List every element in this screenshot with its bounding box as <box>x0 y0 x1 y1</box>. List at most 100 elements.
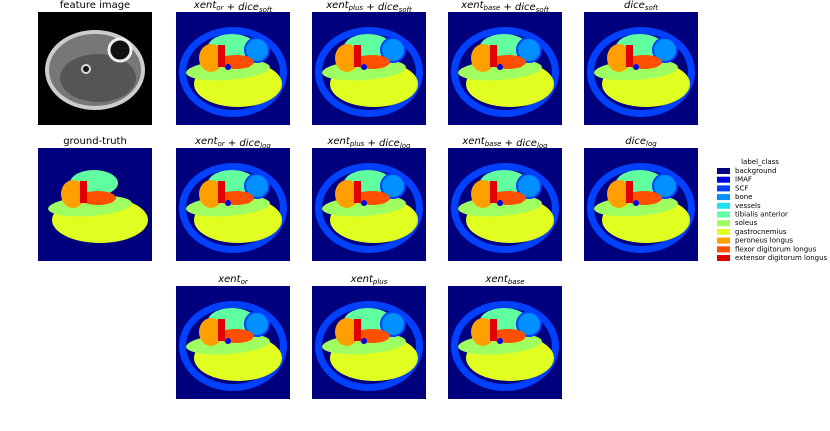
legend-label: bone <box>735 193 752 201</box>
title-text: xent <box>194 136 218 147</box>
segmentation-image <box>38 148 152 261</box>
legend-label: background <box>735 167 776 175</box>
segmentation-image <box>448 286 562 399</box>
title-subscript: or <box>241 278 249 286</box>
bone <box>652 173 678 199</box>
extensor <box>490 181 497 203</box>
title-text: + dice <box>364 138 400 149</box>
peroneus <box>471 180 495 208</box>
panel-title: xentor <box>217 274 249 286</box>
peroneus <box>471 318 495 346</box>
extensor <box>218 319 225 341</box>
extensor <box>218 181 225 203</box>
segmentation-image <box>448 148 562 261</box>
legend-label: extensor digitorum longus <box>735 254 828 262</box>
extensor <box>354 45 361 67</box>
title-text: xent <box>193 0 217 11</box>
panel-title: dicesoft <box>624 0 658 12</box>
extensor <box>626 181 633 203</box>
panel-title: xentbase + dicelog <box>461 136 548 150</box>
title-text: + dice <box>225 138 261 149</box>
extensor <box>354 319 361 341</box>
legend-swatch <box>717 246 730 253</box>
vessel <box>497 338 503 344</box>
vessel <box>225 338 231 344</box>
peroneus <box>335 180 359 208</box>
bone <box>516 311 542 337</box>
segmentation-image <box>312 12 426 125</box>
vessel <box>225 200 231 206</box>
peroneus <box>335 44 359 72</box>
vessel <box>361 338 367 344</box>
title-text: xent <box>217 274 241 285</box>
legend-swatch <box>717 168 730 174</box>
title-subscript: plus <box>372 278 388 286</box>
panel-title: dicelog <box>625 136 657 148</box>
legend-swatch <box>717 211 730 218</box>
peroneus <box>199 44 223 72</box>
legend-title: label_class <box>741 158 779 166</box>
legend-swatch <box>717 237 730 244</box>
peroneus <box>607 180 631 208</box>
segmentation-image <box>176 286 290 399</box>
legend-swatch <box>717 194 730 201</box>
title-subscript: log <box>646 140 657 148</box>
legend-label: SCF <box>735 184 748 192</box>
peroneus <box>61 180 85 208</box>
title-subscript: soft <box>645 4 658 12</box>
panel-title: ground-truth <box>63 136 127 147</box>
title-subscript: or <box>216 4 224 12</box>
bone <box>380 37 406 63</box>
title-text: + dice <box>500 2 536 13</box>
title-subscript: soft <box>399 6 412 14</box>
tissue <box>60 54 136 102</box>
legend-label: IMAF <box>735 176 752 184</box>
legend-label: peroneus longus <box>735 237 793 245</box>
legend-swatch <box>717 228 730 235</box>
segmentation-image <box>176 12 290 125</box>
panel-title: xentplus + dicelog <box>326 136 411 150</box>
vessel <box>497 200 503 206</box>
title-text: xent <box>484 274 508 285</box>
segmentation-image <box>176 148 290 261</box>
title-subscript: log <box>537 142 548 150</box>
title-text: xent <box>350 274 374 285</box>
legend-label: gastrocnemius <box>735 228 787 236</box>
segmentation-image <box>448 12 562 125</box>
bone <box>107 37 133 63</box>
segmentation-image <box>312 286 426 399</box>
title-text: feature image <box>60 0 130 11</box>
title-text: ground-truth <box>63 136 127 147</box>
bone <box>516 37 542 63</box>
title-text: dice <box>625 136 646 147</box>
bone <box>244 311 270 337</box>
title-subscript: soft <box>259 6 272 14</box>
title-text: + dice <box>363 2 399 13</box>
peroneus <box>471 44 495 72</box>
panel-title: xentor + dicelog <box>194 136 271 150</box>
title-text: + dice <box>501 138 537 149</box>
panel-title: xentor + dicesoft <box>193 0 272 14</box>
title-subscript: base <box>484 4 501 12</box>
title-subscript: log <box>400 142 411 150</box>
title-subscript: plus <box>349 140 365 148</box>
flexor <box>80 191 116 205</box>
legend-label: soleus <box>735 219 758 227</box>
panel-title: feature image <box>60 0 130 11</box>
peroneus <box>199 180 223 208</box>
title-subscript: plus <box>348 4 364 12</box>
bone <box>244 173 270 199</box>
legend-label: vessels <box>735 202 761 210</box>
extensor <box>80 181 87 203</box>
panel-title: xentplus <box>350 274 388 286</box>
title-text: + dice <box>223 2 259 13</box>
title-subscript: soft <box>536 6 549 14</box>
bone <box>652 37 678 63</box>
legend-swatch <box>717 220 730 227</box>
segmentation-image <box>38 12 152 125</box>
title-subscript: base <box>508 278 525 286</box>
extensor <box>354 181 361 203</box>
legend-swatch <box>717 176 730 183</box>
segmentation-image <box>312 148 426 261</box>
extensor <box>626 45 633 67</box>
